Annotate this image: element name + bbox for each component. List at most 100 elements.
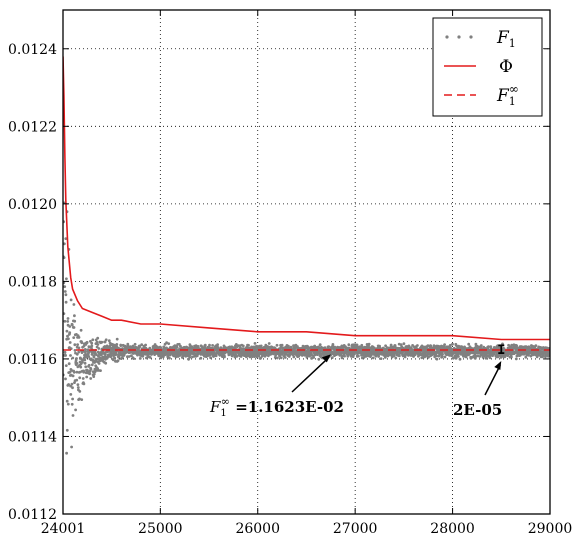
legend-marker-f1 [469, 35, 473, 39]
f1-point [529, 354, 533, 358]
f1-point [474, 355, 477, 359]
f1-point [279, 356, 283, 360]
f1-point [69, 298, 73, 302]
f1-point [115, 343, 119, 346]
f1-point [443, 343, 446, 346]
f1-point [330, 356, 334, 359]
y-tick-label: 0.0112 [8, 507, 57, 523]
f1-point [416, 344, 419, 347]
f1-point [70, 323, 74, 327]
f1-point [71, 356, 75, 360]
annotation-arrow-1 [291, 356, 330, 393]
f1-point [70, 445, 73, 449]
f1-point [371, 356, 375, 360]
f1-point [489, 345, 493, 349]
x-tick-label: 29000 [528, 521, 573, 537]
f1-point [138, 357, 142, 360]
f1-point [159, 346, 163, 350]
f1-point [141, 354, 145, 358]
f1-point [259, 344, 263, 348]
f1-point [104, 361, 108, 365]
f1-point [63, 290, 67, 293]
f1-point [289, 345, 293, 349]
f1-point [119, 344, 123, 347]
f1-point [63, 350, 67, 354]
f1-point [94, 353, 98, 357]
f1-point [78, 376, 82, 380]
f1-point [443, 355, 447, 359]
f1-point [347, 343, 351, 347]
f1-point [65, 329, 69, 333]
f1-point [63, 242, 66, 246]
f1-point [280, 343, 284, 347]
f1-point [366, 354, 370, 358]
f1-point [367, 342, 371, 346]
f1-point [241, 344, 245, 348]
f1-point [383, 356, 387, 359]
f1-point [104, 338, 108, 342]
f1-point [318, 343, 322, 347]
f1-point [104, 353, 107, 357]
f1-point [216, 343, 220, 347]
f1-point [379, 357, 383, 360]
f1-point [304, 347, 308, 350]
f1-point [96, 336, 100, 340]
y-axis-ticks: 0.0112 0.0114 0.0116 0.0118 0.0120 0.0122 0.01… [8, 42, 550, 523]
f1-point [64, 237, 68, 241]
f1-point [352, 353, 356, 356]
x-tick-label: 28000 [430, 521, 475, 537]
f1-point [253, 342, 257, 345]
phi-line [63, 56, 550, 341]
f1-point [103, 340, 107, 344]
f1-point [79, 328, 83, 332]
f1-point [66, 334, 69, 338]
y-tick-label: 0.0122 [8, 119, 57, 135]
legend-marker-f1 [457, 35, 461, 39]
y-tick-label: 0.0124 [8, 42, 57, 58]
f1-point [247, 343, 250, 347]
f1-point [488, 356, 492, 360]
f1-point [507, 343, 510, 347]
f1-point [132, 357, 136, 360]
y-tick-label: 0.0118 [8, 274, 57, 290]
f1-point [76, 383, 80, 386]
f1-point [208, 343, 211, 347]
f1-point [84, 365, 88, 369]
f1-point [76, 343, 79, 346]
f1-point [69, 393, 73, 396]
f1-point [323, 346, 327, 350]
f1-point [64, 354, 67, 357]
f1-point [283, 356, 287, 359]
f1-point [214, 354, 218, 358]
y-tick-label: 0.0116 [8, 352, 57, 368]
f1-point [87, 355, 91, 358]
f1-point [83, 348, 87, 351]
f1-point [75, 362, 79, 365]
x-axis-ticks: 24001 25000 26000 27000 28000 29000 [41, 10, 573, 537]
f1-point [188, 343, 192, 347]
f1-point [357, 354, 360, 358]
f1-point [133, 342, 137, 346]
f1-point [454, 356, 458, 360]
annotation-arrow-2 [484, 364, 501, 396]
f1-point [95, 340, 99, 344]
f1-point [343, 354, 346, 358]
f1-point [75, 357, 78, 360]
f1-point [451, 342, 454, 346]
f1-point [377, 355, 380, 358]
f1-point [333, 345, 337, 349]
f1-point [479, 344, 483, 347]
f1-point [67, 362, 71, 366]
f1-point [68, 341, 72, 344]
f1-point [130, 354, 133, 357]
f1-point [72, 336, 76, 339]
f1-point [83, 358, 87, 362]
f1-point [107, 339, 111, 343]
f1-point [457, 355, 460, 358]
f1-point [66, 320, 70, 323]
f1-point [292, 355, 296, 359]
f1-point [413, 353, 417, 357]
f1-point [121, 356, 124, 359]
f1-point [66, 317, 70, 320]
f1-point [209, 356, 213, 360]
